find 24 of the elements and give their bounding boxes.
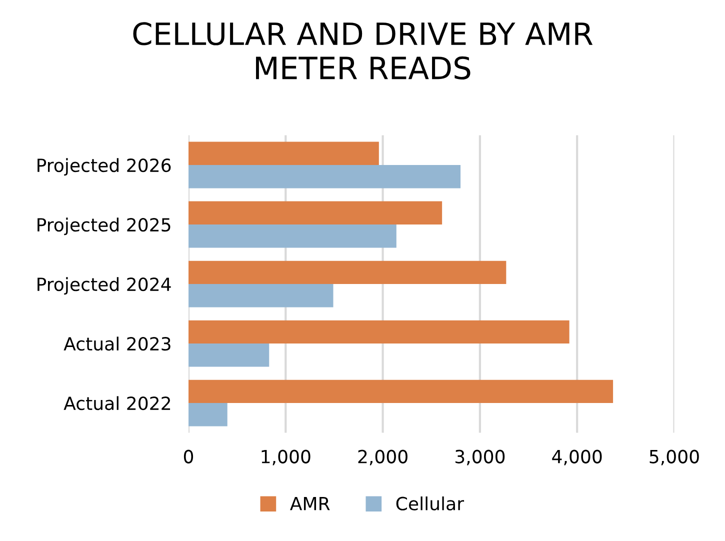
x-tick-label: 2,000	[358, 450, 408, 466]
x-tick-label: 0	[184, 450, 194, 464]
y-tick-label: Actual 2022	[64, 396, 170, 410]
bar	[188, 344, 270, 367]
legend-label: AMR	[290, 497, 330, 510]
x-tick-label: 3,000	[455, 450, 505, 466]
bar	[188, 320, 570, 344]
x-tick-label: 4,000	[552, 450, 602, 466]
bar	[188, 142, 379, 166]
bar	[188, 260, 506, 284]
x-tick-label: 1,000	[262, 450, 310, 466]
bar	[188, 165, 461, 188]
legend-label: Cellular	[396, 496, 464, 510]
y-tick-label: Projected 2025	[38, 218, 170, 236]
chart-title: CELLULAR AND DRIVE BY AMR METER READS	[133, 22, 593, 80]
y-tick-label: Projected 2026	[38, 158, 171, 176]
bar	[188, 380, 614, 404]
y-tick-label: Actual 2023	[64, 336, 170, 351]
bar	[188, 224, 396, 248]
bar	[188, 201, 442, 225]
y-tick-label: Projected 2024	[38, 277, 171, 295]
bar	[188, 284, 334, 308]
bar	[188, 403, 228, 426]
x-tick-label: 5,000	[650, 450, 699, 466]
